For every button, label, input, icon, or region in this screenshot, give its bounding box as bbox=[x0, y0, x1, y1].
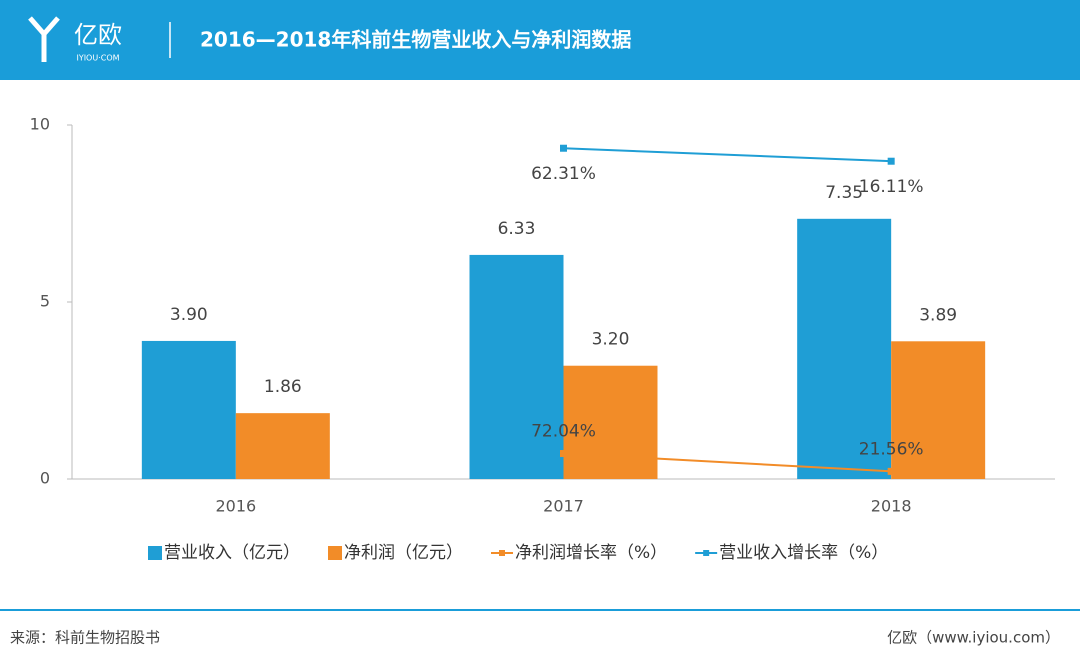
logo-domain: IYIOU·COM bbox=[76, 54, 119, 63]
legend-swatch bbox=[148, 546, 162, 560]
line bbox=[563, 147, 892, 163]
point bbox=[887, 467, 895, 475]
point bbox=[887, 157, 895, 165]
data-label: 1.86 bbox=[264, 377, 302, 397]
chart-title: 2016—2018年科前生物营业收入与净利润数据 bbox=[200, 28, 631, 52]
line bbox=[563, 452, 892, 473]
legend-label: 营业收入增长率（%） bbox=[719, 543, 888, 563]
y-tick-label: 0 bbox=[40, 469, 50, 488]
plot: 0 5 10 2016 2017 2018 3.90 6.33 7.35 1.86 3.20 3.89… bbox=[30, 115, 1055, 563]
logo-name: 亿欧 bbox=[74, 21, 122, 49]
bar bbox=[563, 365, 658, 479]
legend-swatch bbox=[499, 550, 505, 556]
legend-swatch bbox=[328, 546, 342, 560]
data-label: 7.35 bbox=[825, 183, 863, 203]
y-tick-label: 10 bbox=[30, 115, 50, 134]
bar bbox=[469, 254, 564, 479]
logo-icon bbox=[28, 16, 60, 62]
data-label: 3.90 bbox=[170, 305, 208, 325]
legend-label: 净利润（亿元） bbox=[344, 543, 463, 563]
bar bbox=[235, 413, 330, 479]
data-label: 3.89 bbox=[919, 305, 957, 325]
point bbox=[560, 144, 567, 152]
bar bbox=[797, 218, 892, 479]
footer-brand: 亿欧（www.iyiou.com） bbox=[887, 629, 1060, 647]
data-label: 3.20 bbox=[592, 330, 630, 350]
data-label: 62.31% bbox=[531, 164, 596, 184]
x-tick-label: 2018 bbox=[871, 497, 912, 516]
point bbox=[560, 449, 567, 457]
data-label: 16.11% bbox=[859, 177, 924, 197]
data-label: 21.56% bbox=[859, 439, 924, 459]
legend-label: 营业收入（亿元） bbox=[164, 543, 300, 563]
legend-swatch bbox=[703, 550, 710, 556]
header-band bbox=[0, 0, 1080, 80]
bar bbox=[141, 340, 236, 479]
data-label: 6.33 bbox=[498, 219, 536, 239]
x-tick-label: 2017 bbox=[543, 497, 584, 516]
legend-label: 净利润增长率（%） bbox=[515, 543, 667, 563]
x-tick-label: 2016 bbox=[215, 497, 256, 516]
footer-source: 来源：科前生物招股书 bbox=[10, 629, 160, 647]
bar bbox=[891, 341, 986, 479]
data-label: 72.04% bbox=[531, 421, 596, 441]
y-tick-label: 5 bbox=[40, 292, 50, 311]
